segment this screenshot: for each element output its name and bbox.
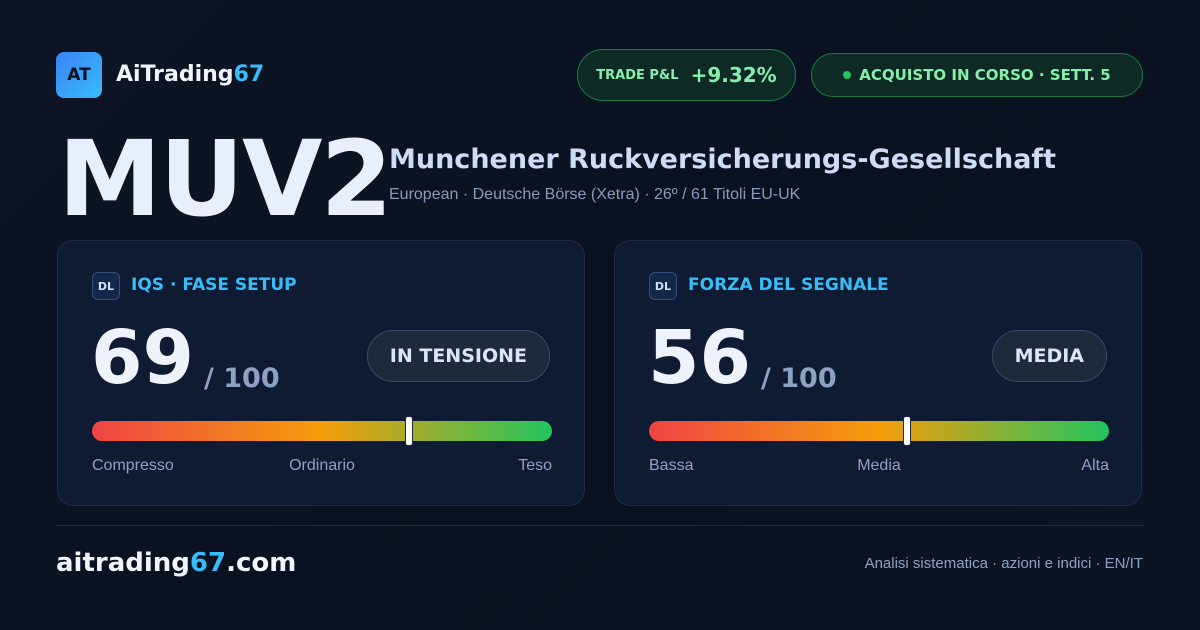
score-max: / 100	[760, 363, 837, 394]
panel-title: IQS · FASE SETUP	[131, 275, 297, 295]
company-details: European · Deutsche Börse (Xetra) · 26º …	[389, 186, 801, 203]
status-pill: IN TENSIONE	[366, 330, 550, 382]
brand-accent: 67	[233, 62, 265, 87]
scale-label: Ordinario	[289, 457, 355, 474]
panel: DL FORZA DEL SEGNALE 56 / 100 MEDIA Bassa Medi…	[614, 240, 1142, 506]
pnl-value: +9.32%	[690, 63, 777, 87]
status-pill: MEDIA	[991, 330, 1107, 382]
brand-text: AiTrading	[116, 62, 234, 87]
gauge-bar	[92, 416, 552, 446]
tagline: Analisi sistematica · azioni e indici · …	[864, 555, 1143, 572]
domain-end: .com	[226, 548, 297, 578]
domain-accent: 67	[189, 548, 227, 578]
status-dot	[843, 71, 852, 79]
scale-label: Compresso	[92, 457, 174, 474]
status-badge: ACQUISTO IN CORSO · SETT. 5	[811, 53, 1143, 97]
scale-label: Media	[857, 457, 901, 474]
company-name: Munchener Ruckversicherungs-Gesellschaft	[389, 144, 1057, 175]
status-text: ACQUISTO IN CORSO · SETT. 5	[859, 66, 1111, 84]
score-max: / 100	[203, 363, 280, 394]
gauge-marker	[405, 416, 414, 446]
gauge-bar	[649, 416, 1109, 446]
domain-start: aitrading	[56, 548, 190, 578]
pnl-label: TRADE P&L	[596, 67, 679, 83]
scale-label: Alta	[1081, 457, 1109, 474]
panel: DL IQS · FASE SETUP 69 / 100 IN TENSIONE Comp…	[57, 240, 585, 506]
score: 69	[91, 315, 194, 401]
score: 56	[648, 315, 751, 401]
domain: aitrading67.com	[56, 548, 296, 578]
scale-label: Teso	[518, 457, 552, 474]
divider	[56, 525, 1143, 526]
pnl-badge: TRADE P&L +9.32%	[577, 49, 796, 101]
panel-icon: DL	[649, 272, 677, 300]
scale-label: Bassa	[649, 457, 694, 474]
brand: AiTrading67	[116, 62, 264, 87]
panel-icon: DL	[92, 272, 120, 300]
logo: AT	[56, 52, 102, 98]
ticker: MUV2	[58, 118, 393, 240]
gauge-marker	[902, 416, 911, 446]
panel-title: FORZA DEL SEGNALE	[688, 275, 889, 295]
